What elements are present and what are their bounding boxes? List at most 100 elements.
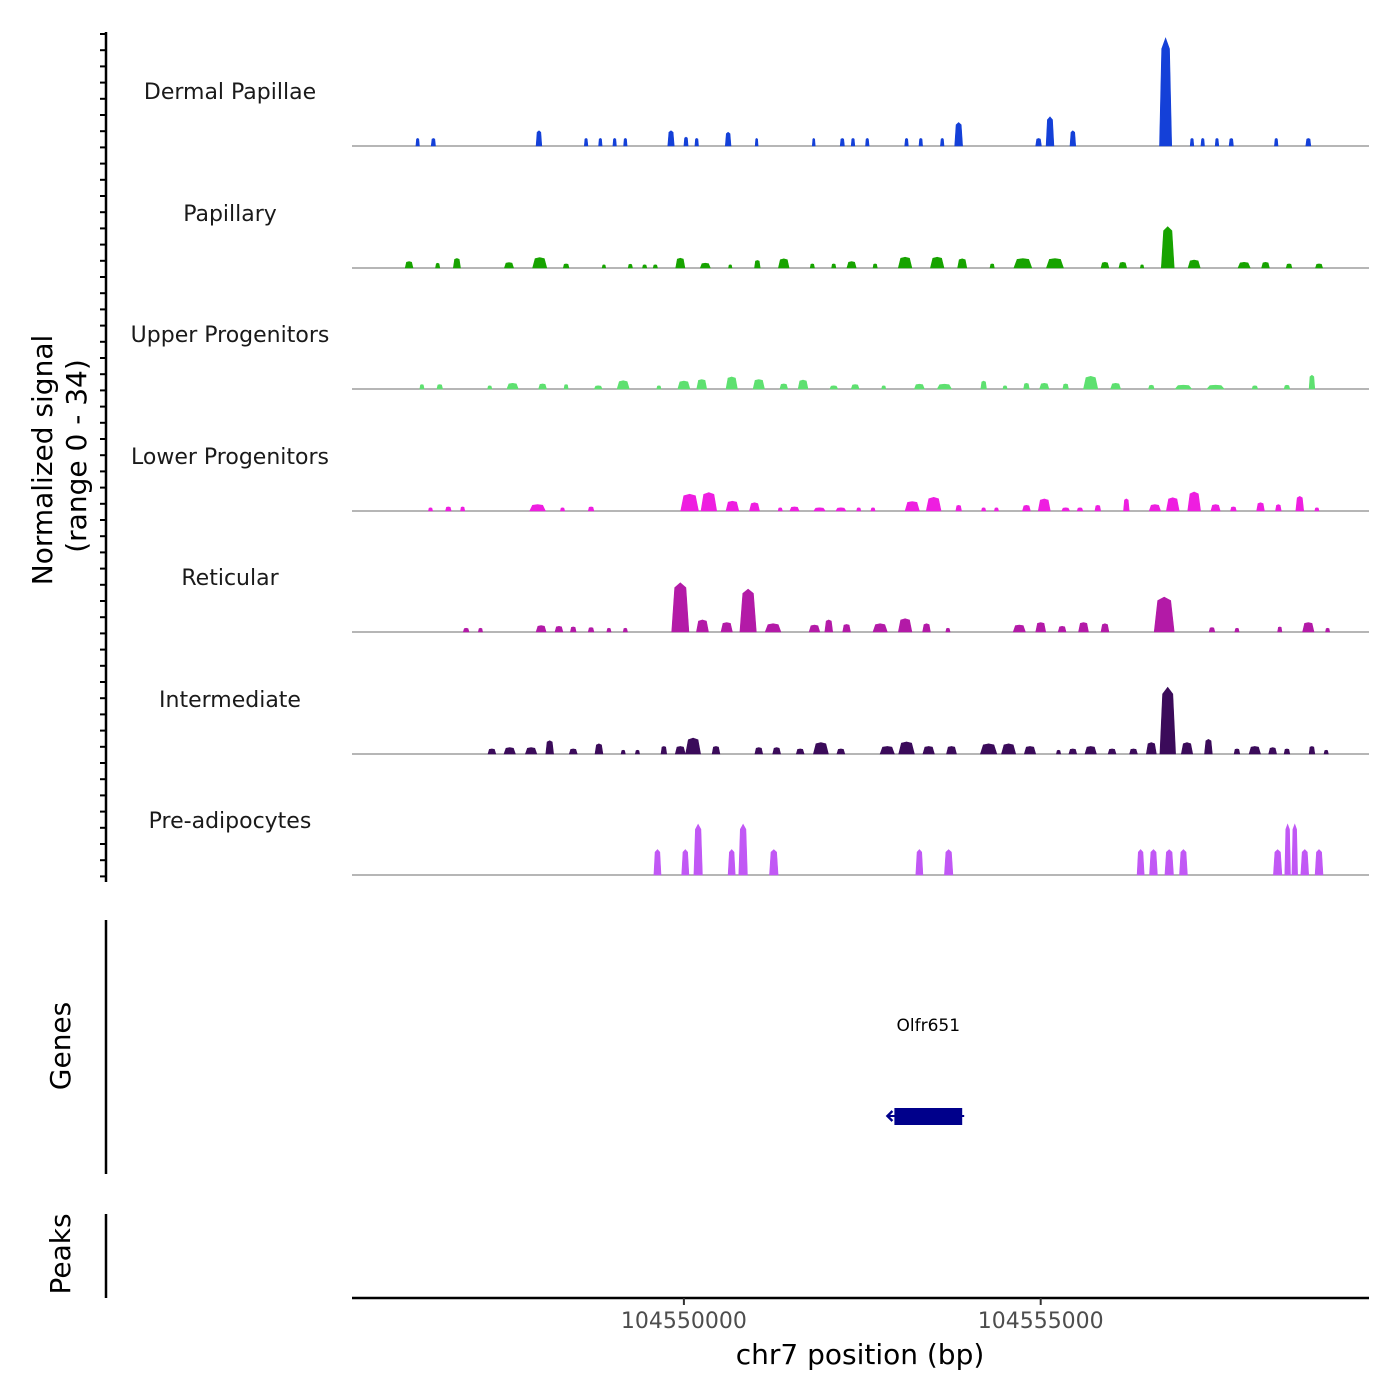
signal-peak xyxy=(667,130,675,147)
signal-peak xyxy=(680,493,699,512)
signal-peak xyxy=(1094,504,1102,512)
signal-peak xyxy=(1068,748,1078,755)
signal-peak xyxy=(797,379,809,390)
signal-peak xyxy=(1084,746,1097,755)
signal-peak xyxy=(865,138,870,147)
signal-peak xyxy=(728,264,733,269)
signal-peak xyxy=(922,746,935,755)
signal-peak xyxy=(945,627,951,633)
signal-peak xyxy=(1187,259,1201,269)
signal-peak xyxy=(789,506,800,512)
signal-peak xyxy=(752,379,765,390)
signal-peak xyxy=(1284,823,1291,876)
signal-peak xyxy=(503,747,516,755)
signal-peak xyxy=(452,258,461,269)
signal-peak xyxy=(1204,739,1213,755)
signal-peak xyxy=(601,264,607,269)
signal-peak xyxy=(415,138,420,147)
signal-peak xyxy=(506,382,519,390)
signal-peak xyxy=(835,507,847,512)
signal-peak xyxy=(1129,748,1138,755)
signal-peak xyxy=(538,383,547,390)
signal-peak xyxy=(1234,627,1240,633)
signal-peak xyxy=(779,383,789,390)
signal-peak xyxy=(1139,264,1145,269)
signal-peak xyxy=(460,506,466,512)
signal-peak xyxy=(660,746,668,755)
signal-peak xyxy=(623,138,628,147)
signal-peak xyxy=(622,627,628,633)
signal-peak xyxy=(428,507,433,512)
signal-peak xyxy=(1062,383,1069,390)
signal-peak xyxy=(1180,742,1194,755)
signal-peak xyxy=(606,627,612,633)
signal-peak xyxy=(1023,746,1037,755)
signal-peak xyxy=(568,748,578,755)
signal-peak xyxy=(1308,374,1316,390)
signal-peak xyxy=(872,263,878,269)
signal-peak xyxy=(587,627,595,633)
signal-peak xyxy=(777,507,783,512)
signal-peak xyxy=(598,138,603,147)
signal-peak xyxy=(696,619,709,633)
signal-peak xyxy=(627,263,633,269)
signal-peak xyxy=(696,379,708,390)
track-upper-progenitors xyxy=(352,374,1369,390)
track-label-papillary: Papillary xyxy=(183,202,277,227)
signal-peak xyxy=(1268,747,1277,755)
signal-peak xyxy=(1174,384,1193,390)
genes-layer: Olfr651 xyxy=(885,1016,965,1125)
signal-peak xyxy=(836,748,846,755)
signal-peak xyxy=(1277,626,1283,633)
signal-peak xyxy=(850,384,860,390)
signal-peak xyxy=(1210,504,1221,512)
signal-peak xyxy=(772,747,781,755)
signal-peak xyxy=(1233,748,1241,755)
signal-peak xyxy=(955,504,962,512)
track-label-upper-progenitors: Upper Progenitors xyxy=(131,323,330,348)
signal-peak xyxy=(1153,596,1175,633)
signal-peak xyxy=(720,622,733,633)
signal-peak xyxy=(711,746,721,755)
track-label-dermal-papillae: Dermal Papillae xyxy=(144,80,316,105)
signal-peak xyxy=(764,623,782,633)
signal-peak xyxy=(1315,263,1324,269)
signal-peak xyxy=(829,385,839,390)
signal-peak xyxy=(683,136,689,147)
signal-peak xyxy=(1256,502,1265,512)
signal-peak xyxy=(699,262,711,269)
signal-peak xyxy=(925,496,942,512)
signal-peak xyxy=(1228,138,1234,147)
signal-peak xyxy=(677,380,691,390)
signal-peak xyxy=(419,384,425,390)
signal-peak xyxy=(850,138,856,147)
signal-peak xyxy=(545,740,554,755)
signal-peak xyxy=(993,507,999,512)
signal-peak xyxy=(915,849,924,876)
signal-peak xyxy=(1045,258,1064,269)
signal-peak xyxy=(809,263,815,269)
signal-peak xyxy=(1237,261,1251,269)
signal-peak xyxy=(904,138,909,147)
signal-peak xyxy=(616,380,630,390)
track-intermediate xyxy=(352,686,1369,755)
signal-peak xyxy=(897,256,913,269)
signal-peak xyxy=(824,619,834,633)
signal-peak xyxy=(1123,498,1130,512)
signal-peak xyxy=(570,626,577,633)
signal-peak xyxy=(554,625,564,633)
signal-peak xyxy=(1035,622,1047,633)
x-tick-label: 104550000 xyxy=(621,1309,747,1334)
signal-peak xyxy=(754,138,759,147)
signal-peak xyxy=(1056,749,1062,755)
signal-peak xyxy=(1251,385,1259,390)
signal-peak xyxy=(1149,849,1158,876)
signal-peak xyxy=(1002,385,1008,390)
signal-peak xyxy=(652,264,658,269)
signal-peak xyxy=(724,131,732,147)
x-axis-ticks: 104550000 104555000 xyxy=(621,1298,1104,1334)
signal-peak xyxy=(1022,504,1031,512)
signal-peak xyxy=(487,748,497,755)
signal-peak xyxy=(879,746,895,755)
